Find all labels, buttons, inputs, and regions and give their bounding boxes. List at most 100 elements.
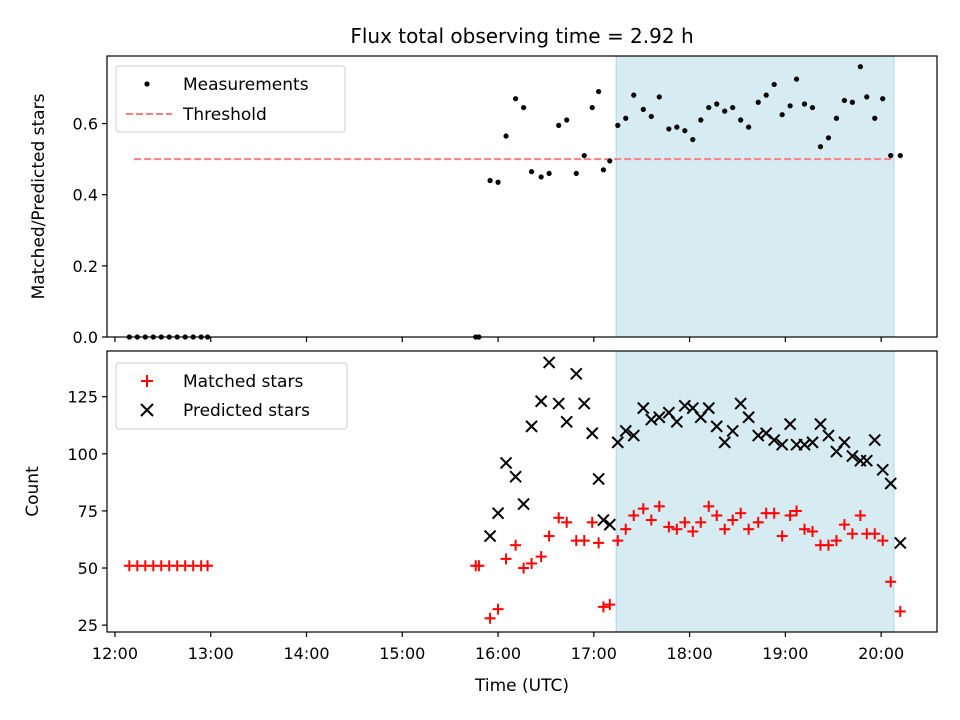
measurement-point <box>849 99 856 105</box>
measurement-point <box>738 117 744 123</box>
matched-star-point <box>752 516 764 528</box>
matched-star-point <box>846 528 858 540</box>
measurement-point <box>656 94 662 100</box>
predicted-star-point <box>597 513 610 527</box>
predicted-star-point <box>894 536 907 550</box>
x-tick-label: 16:00 <box>475 644 521 663</box>
measurement-point <box>528 169 535 175</box>
measurement-point <box>631 92 637 98</box>
x-tick-label: 15:00 <box>379 644 425 663</box>
measurement-point <box>771 81 777 88</box>
predicted-star-point <box>806 436 819 449</box>
shaded-region <box>615 350 895 633</box>
matched-star-point <box>484 612 496 624</box>
measurement-point <box>787 103 793 109</box>
top-x-axis-ticks <box>114 337 882 342</box>
matched-star-point <box>687 525 699 537</box>
matched-star-point <box>628 509 640 521</box>
bottom-axes-frame <box>106 350 938 633</box>
predicted-star-point <box>611 436 624 449</box>
predicted-star-point <box>798 438 811 451</box>
predicted-star-point <box>592 472 605 486</box>
legend-measurements-marker <box>144 81 150 87</box>
top-legend: Measurements Threshold <box>115 65 346 133</box>
predicted-star-point <box>846 449 859 463</box>
x-tick-label: 19:00 <box>762 644 808 663</box>
x-tick-label: 20:00 <box>858 644 904 663</box>
matched-star-point <box>727 514 739 526</box>
matched-star-point <box>543 530 555 542</box>
matched-star-point <box>807 525 818 537</box>
predicted-star-point <box>570 367 583 381</box>
matched-star-point <box>703 500 715 512</box>
predicted-star-point <box>499 456 513 470</box>
matched-star-point <box>500 553 512 565</box>
measurement-point <box>682 128 688 134</box>
matched-star-point <box>735 507 747 519</box>
y-tick-label: 0.4 <box>73 186 98 205</box>
measurement-point <box>520 104 527 111</box>
matched-star-point <box>671 523 683 535</box>
measurement-point <box>817 144 824 150</box>
matched-star-point <box>799 523 811 535</box>
measurement-point <box>730 104 736 111</box>
measurement-point <box>801 101 808 107</box>
y-tick-label: 75 <box>78 502 98 521</box>
predicted-star-point <box>491 506 505 520</box>
matched-star-point <box>776 530 788 542</box>
predicted-star-point <box>637 401 650 415</box>
predicted-star-point <box>603 518 616 531</box>
x-tick-label: 18:00 <box>667 644 713 663</box>
y-tick-label: 0.6 <box>73 115 98 134</box>
x-tick-label: 12:00 <box>92 644 138 663</box>
predicted-star-point <box>619 424 632 438</box>
measurement-point <box>546 170 552 176</box>
measurement-point <box>714 101 720 107</box>
matched-star-point <box>535 551 547 563</box>
bottom-y-axis-label: Count <box>23 466 43 517</box>
bottom-shaded-interval <box>615 350 895 633</box>
y-tick-label: 0.0 <box>73 328 98 347</box>
y-tick-label: 50 <box>78 559 98 578</box>
matched-star-point <box>492 603 504 615</box>
legend-measurements-label: Measurements <box>183 75 309 95</box>
measurement-point <box>513 96 519 102</box>
predicted-star-point <box>483 529 497 543</box>
predicted-star-point <box>670 415 684 429</box>
matched-star-point <box>653 500 665 512</box>
matched-star-point <box>695 516 707 528</box>
matched-star-point <box>894 605 906 617</box>
matched-star-point <box>202 560 214 572</box>
predicted-star-point <box>560 415 573 429</box>
predicted-star-point <box>876 463 889 477</box>
matched-star-point <box>877 535 889 547</box>
matched-star-point <box>663 521 675 533</box>
bottom-x-axis-ticks: 12:00 13:00 14:00 15:00 16:00 17:00 18:00 19:00… <box>92 632 904 663</box>
predicted-star-point <box>868 433 881 447</box>
predicted-star-point <box>884 477 897 490</box>
x-tick-label: 14:00 <box>283 644 329 663</box>
measurement-point <box>556 122 562 128</box>
measurement-point <box>495 179 501 185</box>
measurement-point <box>487 177 493 184</box>
measurement-point <box>666 126 672 132</box>
measurement-point <box>623 115 629 121</box>
matched-star-point <box>561 516 573 528</box>
predicted-star-point <box>767 433 781 447</box>
measurement-point <box>825 135 832 141</box>
predicted-star-point <box>822 429 835 442</box>
measurement-point <box>706 104 712 111</box>
predicted-star-point <box>653 411 666 424</box>
matched-star-point <box>885 576 897 588</box>
matched-star-point <box>869 528 881 540</box>
matched-star-point <box>604 599 616 611</box>
predicted-star-point <box>627 429 640 442</box>
matched-star-point <box>597 601 609 613</box>
measurement-point <box>857 64 863 70</box>
top-axes-frame <box>106 55 938 338</box>
matched-star-point <box>553 512 565 524</box>
legend-predicted-marker <box>140 403 154 417</box>
x-axis-label: Time (UTC) <box>474 676 569 696</box>
measurement-point <box>564 117 570 123</box>
